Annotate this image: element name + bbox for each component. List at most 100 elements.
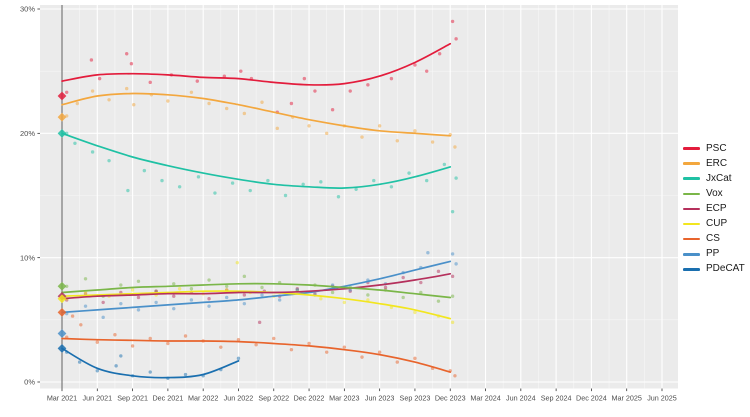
poll-point-ECP	[242, 293, 247, 297]
poll-point-ERC	[430, 140, 435, 144]
chart-panel	[40, 5, 678, 389]
poll-point-JxCat	[126, 188, 130, 193]
poll-point-PP	[207, 304, 211, 308]
poll-point-ECP	[450, 274, 455, 279]
legend-swatch-icon-PDeCAT	[683, 268, 700, 271]
poll-point-Vox	[189, 287, 194, 291]
poll-point-JxCat	[283, 193, 288, 198]
trend-line-ERC	[61, 92, 452, 137]
poll-point-PDeCAT	[236, 356, 241, 361]
poll-point-PP	[136, 308, 141, 312]
x-axis-label: Jun 2023	[365, 394, 395, 403]
poll-point-Vox	[136, 279, 141, 283]
poll-point-ERC	[189, 90, 194, 95]
legend-label-CUP: CUP	[706, 218, 728, 230]
x-axis-label: Dec 2023	[435, 394, 466, 403]
poll-point-CS	[254, 343, 258, 347]
poll-point-JxCat	[454, 176, 458, 180]
legend-item-ECP: ECP	[683, 201, 745, 216]
legend-item-PSC: PSC	[683, 141, 745, 156]
poll-point-ERC	[275, 126, 279, 131]
trend-line-PSC	[61, 42, 452, 86]
poll-point-Vox	[260, 285, 264, 290]
legend-swatch-icon-PSC	[683, 147, 700, 150]
poll-point-CUP	[235, 260, 239, 265]
poll-point-PDeCAT	[148, 370, 152, 374]
poll-point-Vox	[65, 284, 69, 288]
legend-item-PP: PP	[683, 247, 745, 262]
poll-point-ERC	[107, 98, 111, 102]
trend-line-ECP	[61, 272, 452, 300]
poll-point-JxCat	[196, 175, 201, 179]
poll-point-CS	[148, 336, 152, 341]
poll-point-CS	[395, 360, 399, 364]
poll-point-JxCat	[301, 182, 305, 187]
x-axis-label: Mar 2024	[470, 394, 500, 403]
x-axis-label: Dec 2024	[576, 394, 607, 403]
x-axis-label: Mar 2022	[188, 394, 218, 403]
x-axis-label: Jun 2021	[83, 394, 113, 403]
x-axis-label: Mar 2025	[612, 394, 642, 403]
trend-line-PP	[61, 260, 452, 314]
poll-point-JxCat	[160, 178, 164, 183]
legend-label-ERC: ERC	[706, 157, 728, 169]
trend-line-Vox	[61, 282, 452, 299]
legend-swatch-icon-ECP	[683, 207, 700, 211]
poll-point-ERC	[225, 106, 229, 111]
poll-point-PP	[83, 304, 88, 308]
poll-point-JxCat	[230, 181, 235, 185]
poll-point-PP	[260, 293, 264, 297]
poll-point-CS	[453, 374, 457, 378]
poll-point-PP	[277, 298, 282, 302]
poll-point-CS	[413, 356, 417, 361]
legend-label-CS: CS	[706, 233, 720, 245]
poll-point-PSC	[454, 37, 458, 41]
poll-point-ERC	[242, 111, 247, 116]
poll-point-ECP	[401, 275, 405, 280]
poll-point-PSC	[330, 108, 335, 112]
x-axis-label: Jun 2025	[647, 394, 677, 403]
legend-swatch-icon-JxCat	[683, 177, 700, 181]
poll-point-ERC	[307, 124, 311, 128]
poll-point-CS	[95, 340, 99, 344]
poll-point-Vox	[419, 290, 423, 295]
poll-point-ECP	[257, 320, 262, 325]
y-axis-label: 0%	[24, 378, 35, 387]
poll-point-PP	[225, 295, 229, 300]
poll-point-PSC	[97, 76, 102, 81]
poll-point-ECP	[419, 280, 423, 285]
poll-point-PSC	[389, 76, 394, 81]
poll-point-Vox	[207, 278, 211, 282]
poll-point-PSC	[148, 80, 152, 85]
legend-label-Vox: Vox	[706, 187, 723, 199]
poll-point-CS	[342, 345, 347, 349]
poll-point-CS	[166, 341, 170, 346]
poll-point-JxCat	[319, 180, 323, 184]
poll-point-PDeCAT	[119, 354, 123, 358]
poll-point-JxCat	[248, 188, 252, 193]
poll-point-PSC	[348, 89, 352, 93]
poll-point-PSC	[366, 83, 370, 87]
poll-point-ECP	[383, 285, 388, 290]
legend-item-Vox: Vox	[683, 186, 745, 201]
poll-point-ERC	[125, 86, 129, 91]
poll-point-ERC	[260, 100, 264, 104]
legend-item-ERC: ERC	[683, 156, 745, 171]
legend-label-PDeCAT: PDeCAT	[706, 263, 745, 275]
trend-line-CS	[61, 337, 452, 373]
legend-item-CUP: CUP	[683, 216, 745, 231]
poll-point-JxCat	[177, 185, 182, 189]
poll-point-JxCat	[142, 168, 147, 173]
poll-point-CS	[236, 338, 241, 342]
poll-point-PDeCAT	[77, 360, 82, 364]
poll-point-CS	[360, 355, 364, 359]
x-axis-label: Mar 2023	[329, 394, 359, 403]
poll-point-JxCat	[372, 178, 376, 183]
poll-point-ECP	[101, 300, 105, 305]
x-axis-label: Jun 2022	[224, 394, 254, 403]
poll-point-Vox	[225, 284, 229, 288]
poll-point-ECP	[207, 296, 211, 301]
poll-point-PDeCAT	[95, 369, 99, 373]
poll-point-ERC	[453, 145, 457, 149]
